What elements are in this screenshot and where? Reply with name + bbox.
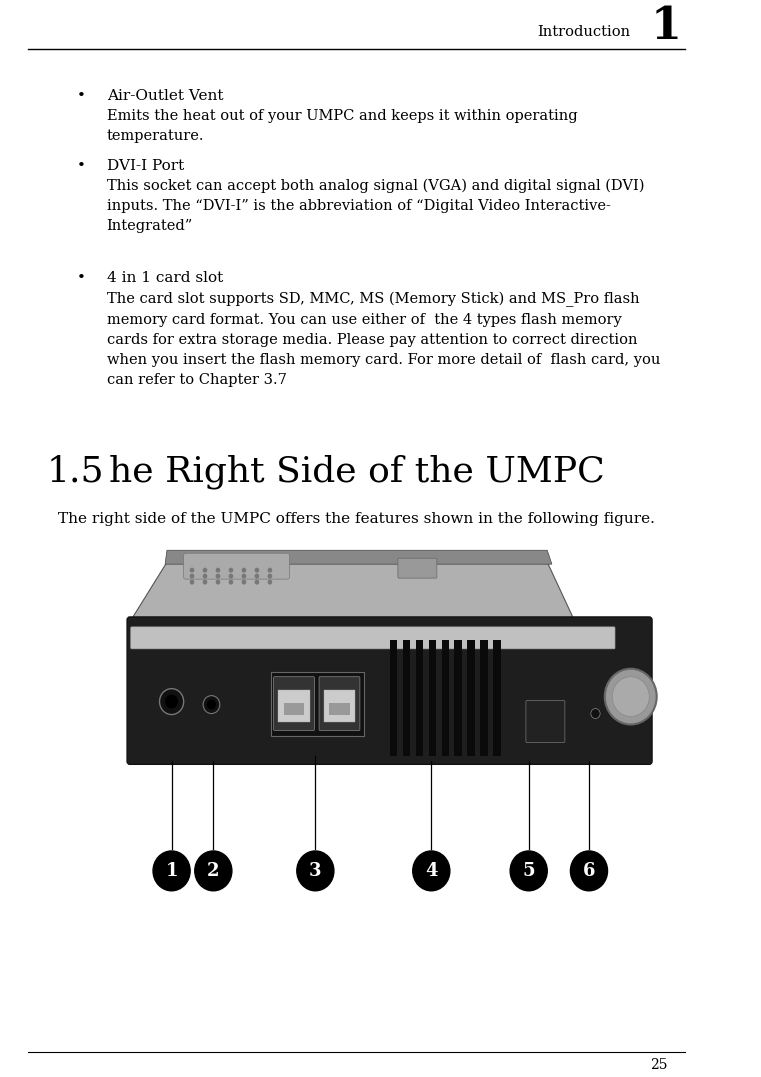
Circle shape (215, 568, 220, 573)
Circle shape (228, 568, 234, 573)
Bar (390, 640, 397, 756)
Text: •: • (77, 271, 86, 285)
Circle shape (297, 851, 334, 891)
Bar (284, 702, 304, 714)
Circle shape (242, 579, 247, 585)
Circle shape (242, 568, 247, 573)
Text: The card slot supports SD, MMC, MS (Memory Stick) and MS_Pro flash
memory card f: The card slot supports SD, MMC, MS (Memo… (107, 292, 660, 387)
Circle shape (195, 851, 232, 891)
Text: DVI-I Port: DVI-I Port (107, 159, 184, 173)
Circle shape (202, 568, 207, 573)
Circle shape (189, 568, 194, 573)
Circle shape (571, 851, 607, 891)
Circle shape (203, 696, 220, 714)
Text: Introduction: Introduction (537, 26, 631, 40)
Circle shape (612, 676, 649, 716)
Text: 6: 6 (583, 862, 595, 880)
Circle shape (228, 574, 234, 578)
Circle shape (207, 700, 216, 710)
Text: 1: 1 (165, 862, 178, 880)
FancyBboxPatch shape (131, 627, 615, 648)
Text: 2: 2 (207, 862, 220, 880)
Circle shape (165, 695, 178, 709)
Circle shape (268, 568, 272, 573)
Polygon shape (130, 562, 575, 621)
Bar (454, 640, 462, 756)
Circle shape (605, 669, 657, 725)
Circle shape (255, 579, 260, 585)
Circle shape (591, 709, 600, 718)
Circle shape (268, 579, 272, 585)
Text: 3: 3 (309, 862, 322, 880)
FancyBboxPatch shape (127, 617, 652, 765)
Circle shape (215, 574, 220, 578)
Bar (403, 640, 410, 756)
FancyBboxPatch shape (526, 701, 565, 742)
Circle shape (215, 579, 220, 585)
Bar (416, 640, 423, 756)
Text: Air-Outlet Vent: Air-Outlet Vent (107, 89, 223, 103)
Bar (480, 640, 488, 756)
Bar (493, 640, 501, 756)
Bar (441, 640, 449, 756)
Circle shape (160, 688, 183, 714)
FancyBboxPatch shape (274, 676, 314, 730)
FancyBboxPatch shape (398, 558, 437, 578)
Bar (271, 672, 364, 737)
Text: Emits the heat out of your UMPC and keeps it within operating
temperature.: Emits the heat out of your UMPC and keep… (107, 109, 578, 143)
Circle shape (242, 574, 247, 578)
Text: •: • (77, 89, 86, 103)
Text: 4: 4 (425, 862, 438, 880)
Bar (428, 640, 436, 756)
Text: 5: 5 (522, 862, 535, 880)
Bar (330, 702, 349, 714)
Circle shape (255, 574, 260, 578)
Text: •: • (77, 159, 86, 173)
Circle shape (189, 574, 194, 578)
Circle shape (255, 568, 260, 573)
Text: 25: 25 (651, 1058, 668, 1072)
Text: 1: 1 (651, 5, 682, 48)
Text: he Right Side of the UMPC: he Right Side of the UMPC (110, 454, 605, 489)
Text: 4 in 1 card slot: 4 in 1 card slot (107, 271, 223, 285)
Text: The right side of the UMPC offers the features shown in the following figure.: The right side of the UMPC offers the fe… (58, 513, 654, 527)
Circle shape (202, 574, 207, 578)
FancyBboxPatch shape (183, 554, 289, 579)
FancyBboxPatch shape (319, 676, 360, 730)
Circle shape (202, 579, 207, 585)
Circle shape (228, 579, 234, 585)
Bar (279, 689, 310, 722)
Text: This socket can accept both analog signal (VGA) and digital signal (DVI)
inputs.: This socket can accept both analog signa… (107, 179, 644, 234)
Bar (323, 689, 355, 722)
Text: 1.5: 1.5 (46, 454, 104, 489)
Polygon shape (165, 550, 552, 564)
Circle shape (268, 574, 272, 578)
Circle shape (412, 851, 450, 891)
Bar (467, 640, 475, 756)
Circle shape (153, 851, 190, 891)
Circle shape (510, 851, 547, 891)
Circle shape (189, 579, 194, 585)
